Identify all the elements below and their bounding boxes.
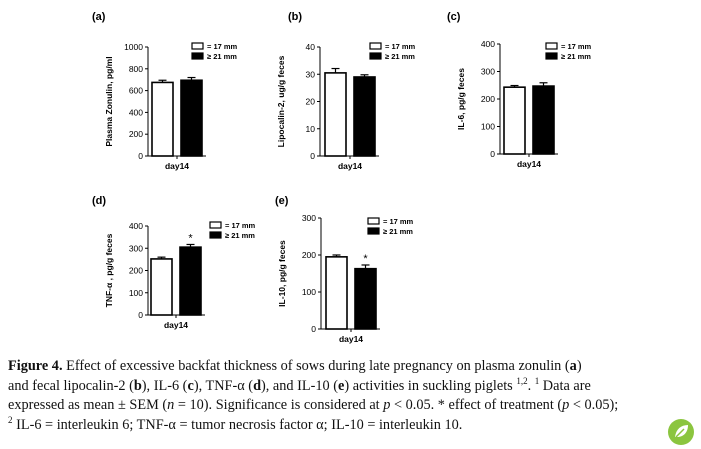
panel-4-significance-mark: *	[188, 232, 193, 244]
panel-5-y-tick-label: 300	[302, 213, 316, 223]
panel-4-label: (d)	[92, 195, 106, 207]
panel-3-y-tick-label: 0	[490, 149, 495, 159]
panel-3-y-tick-label: 300	[481, 67, 495, 77]
panel-1-bar-1	[151, 81, 174, 157]
panel-1-legend-label-1: = 17 mm	[207, 42, 238, 51]
figure-caption: Figure 4. Effect of excessive backfat th…	[8, 357, 694, 435]
figure-label: Figure 4.	[8, 358, 63, 374]
panel-3-y-label: IL-6, pg/g feces	[456, 68, 466, 130]
panel-1-legend-swatch-2	[191, 52, 204, 60]
panel-5-label: (e)	[275, 195, 289, 207]
publisher-leaf-icon	[668, 419, 694, 445]
panel-5-legend-label-1: = 17 mm	[383, 217, 414, 226]
panel-3-y-tick-label: 400	[481, 39, 495, 49]
panel-5-y-tick-label: 0	[311, 324, 316, 334]
panel-3-legend-label-1: = 17 mm	[561, 42, 592, 51]
panel-4-y-tick-label: 400	[129, 221, 143, 231]
panel-2-legend-label-2: ≥ 21 mm	[385, 52, 415, 61]
panel-2-label: (b)	[288, 11, 302, 23]
panel-2-y-tick-label: 30	[306, 69, 316, 79]
panel-2-legend-label-1: = 17 mm	[385, 42, 416, 51]
panel-2-y-tick-label: 40	[306, 42, 316, 52]
panel-4-legend-swatch-2	[209, 231, 222, 239]
panel-4-bar-1	[150, 258, 173, 316]
panel-1-x-label: day14	[165, 161, 189, 171]
panel-3-bar-1	[503, 86, 526, 155]
panel-1-y-label: Plasma Zonulin, pg/ml	[104, 56, 114, 146]
panel-1-y-tick-label: 200	[129, 129, 143, 139]
panel-4-legend-label-2: ≥ 21 mm	[225, 231, 255, 240]
panel-3-label: (c)	[447, 11, 461, 23]
panel-4-y-tick-label: 0	[138, 310, 143, 320]
panel-3-legend-swatch-2	[545, 52, 558, 60]
panel-3-legend-swatch-1	[545, 42, 558, 50]
panel-2-legend-swatch-2	[369, 52, 382, 60]
panel-5-bar-2	[354, 267, 377, 330]
panel-4-y-tick-label: 100	[129, 288, 143, 298]
panel-5-legend-swatch-2	[367, 227, 380, 235]
panel-2-y-label: Lipocalin-2, ug/g feces	[276, 55, 286, 147]
panel-5-legend-label-2: ≥ 21 mm	[383, 227, 413, 236]
panel-4-y-tick-label: 200	[129, 266, 143, 276]
panel-5-y-label: IL-10, pg/g feces	[277, 240, 287, 307]
caption-line-4: 2 IL-6 = interleukin 6; TNF-α = tumor ne…	[8, 415, 463, 433]
panel-4-bar-2	[179, 246, 202, 316]
caption-line-2: and fecal lipocalin-2 (b), IL-6 (c), TNF…	[8, 375, 591, 394]
panel-2-y-tick-label: 20	[306, 97, 316, 107]
panel-3-legend-label-2: ≥ 21 mm	[561, 52, 591, 61]
panel-5-legend-swatch-1	[367, 217, 380, 225]
panel-5-significance-mark: *	[363, 253, 368, 265]
panel-4-y-tick-label: 300	[129, 243, 143, 253]
panel-4-legend-label-1: = 17 mm	[225, 221, 256, 230]
panel-2-bar-1	[324, 72, 347, 157]
panel-1-bar-2	[180, 79, 203, 157]
panel-2-legend-swatch-1	[369, 42, 382, 50]
panel-5-y-tick-label: 200	[302, 250, 316, 260]
panel-3-bar-2	[532, 85, 555, 155]
panel-3-y-tick-label: 200	[481, 94, 495, 104]
panel-3-y-tick-label: 100	[481, 122, 495, 132]
panel-3-x-label: day14	[517, 159, 541, 169]
panel-1-legend-swatch-1	[191, 42, 204, 50]
panel-1-label: (a)	[92, 11, 106, 23]
panel-1-y-tick-label: 400	[129, 107, 143, 117]
caption-line-1: Figure 4. Effect of excessive backfat th…	[8, 358, 582, 374]
panel-4-y-label: TNF-α , pg/g feces	[104, 233, 114, 307]
panel-2-y-tick-label: 10	[306, 124, 316, 134]
panel-2-bar-2	[353, 76, 376, 157]
panel-1-y-tick-label: 1000	[124, 42, 143, 52]
panel-1-y-tick-label: 800	[129, 64, 143, 74]
panel-4-x-label: day14	[164, 320, 188, 330]
panel-5-y-tick-label: 100	[302, 287, 316, 297]
panel-2-x-label: day14	[338, 161, 362, 171]
panel-1-y-tick-label: 0	[138, 151, 143, 161]
panel-1-y-tick-label: 600	[129, 86, 143, 96]
panel-1-legend-label-2: ≥ 21 mm	[207, 52, 237, 61]
caption-line-3: expressed as mean ± SEM (n = 10). Signif…	[8, 397, 619, 414]
panel-5-bar-1	[325, 256, 348, 330]
panel-5-x-label: day14	[339, 334, 363, 344]
panel-2-y-tick-label: 0	[310, 151, 315, 161]
panel-4-legend-swatch-1	[209, 221, 222, 229]
